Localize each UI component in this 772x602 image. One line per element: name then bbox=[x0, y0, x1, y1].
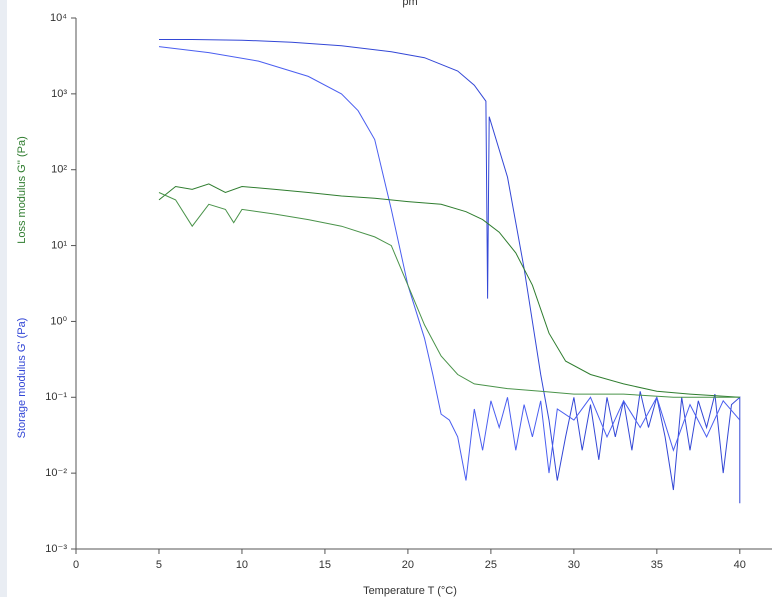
y-tick-label: 10⁻³ bbox=[45, 543, 67, 555]
chart-title: pm bbox=[402, 0, 417, 8]
y-tick-label: 10⁴ bbox=[50, 12, 67, 24]
x-tick-label: 25 bbox=[485, 559, 497, 571]
y-tick-label: 10² bbox=[51, 164, 67, 176]
y-tick-label: 10⁰ bbox=[50, 315, 67, 327]
side-strip bbox=[0, 0, 7, 597]
x-tick-label: 20 bbox=[402, 559, 414, 571]
x-tick-label: 10 bbox=[236, 559, 248, 571]
x-axis-label: Temperature T (°C) bbox=[363, 585, 457, 597]
series-line bbox=[158, 183, 740, 398]
x-tick-label: 40 bbox=[734, 559, 746, 571]
y-axis-label: Storage modulus G' (Pa) bbox=[16, 318, 28, 439]
y-axis-label-loss: Loss modulus G'' (Pa) bbox=[16, 136, 28, 244]
x-tick-label: 0 bbox=[73, 559, 79, 571]
y-tick-label: 10³ bbox=[51, 88, 67, 100]
series-line bbox=[158, 192, 740, 398]
y-tick-label: 10⁻² bbox=[45, 467, 67, 479]
series-line bbox=[159, 39, 741, 504]
y-tick-label: 10⁻¹ bbox=[45, 391, 67, 403]
x-tick-label: 30 bbox=[568, 559, 580, 571]
x-tick-label: 5 bbox=[156, 559, 162, 571]
series-line bbox=[158, 46, 741, 481]
x-tick-label: 15 bbox=[319, 559, 331, 571]
x-tick-label: 35 bbox=[651, 559, 663, 571]
y-tick-label: 10¹ bbox=[51, 239, 67, 251]
